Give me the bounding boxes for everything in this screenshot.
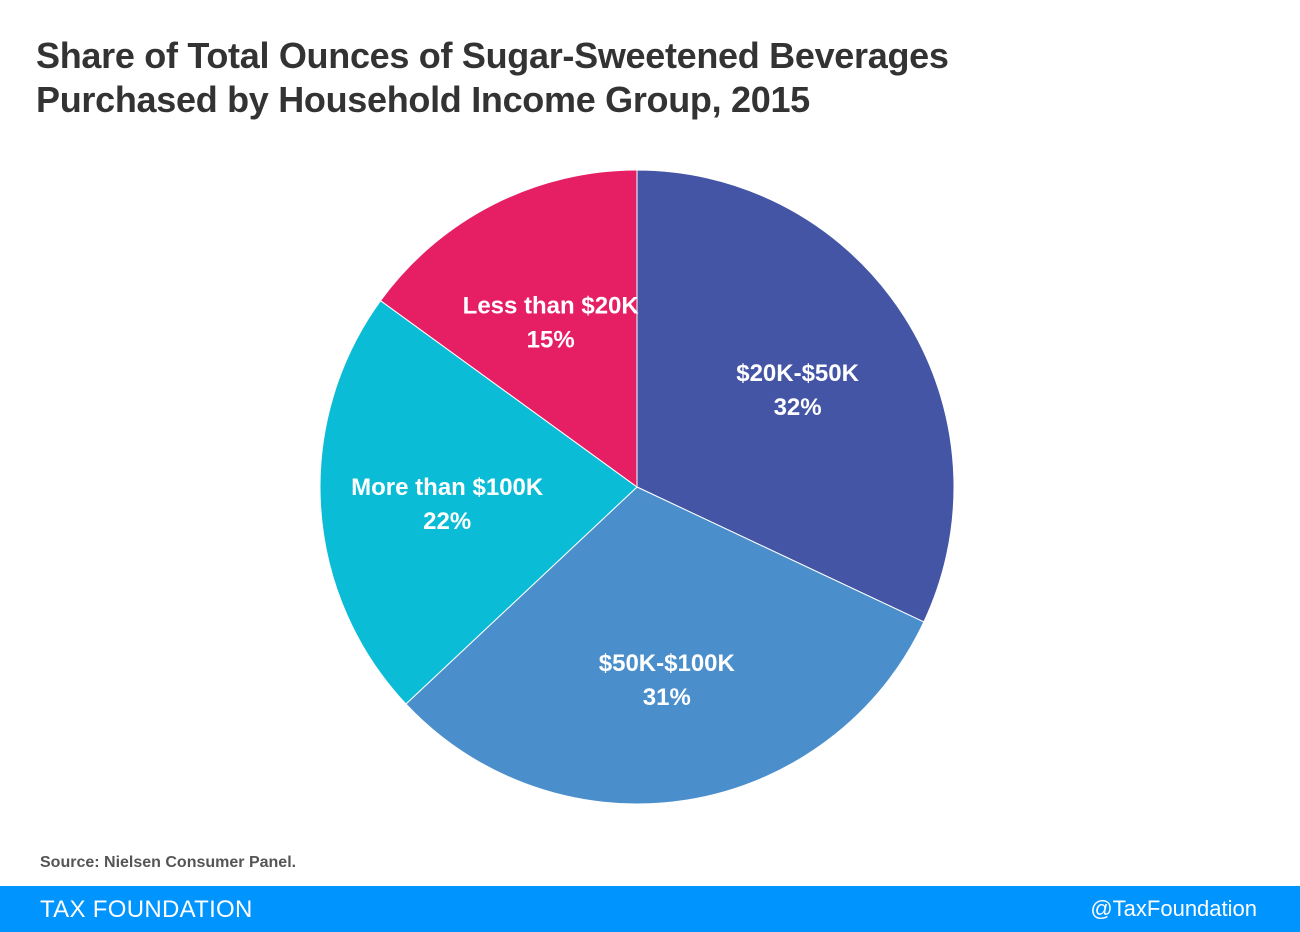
footer-brand: TAX FOUNDATION [40, 896, 253, 923]
slice-category-label: Less than $20K [463, 293, 640, 320]
chart-title-line-2: Purchased by Household Income Group, 201… [36, 79, 810, 120]
slice-value-label: 15% [527, 327, 575, 354]
slice-value-label: 31% [643, 684, 691, 711]
pie-slice-3 [379, 169, 638, 488]
slice-value-label: 22% [423, 508, 471, 535]
slice-category-label: $20K-$50K [736, 360, 859, 387]
pie-slice-0 [636, 169, 955, 623]
chart-title: Share of Total Ounces of Sugar-Sweetened… [36, 34, 1256, 122]
chart-title-line-1: Share of Total Ounces of Sugar-Sweetened… [36, 35, 949, 76]
source-note: Source: Nielsen Consumer Panel. [40, 854, 297, 871]
pie-slice-1 [405, 486, 925, 805]
slice-value-label: 32% [774, 394, 822, 421]
pie-slice-2 [319, 299, 638, 705]
slice-category-label: $50K-$100K [599, 650, 736, 677]
pie-slices [319, 169, 955, 805]
pie-labels: $20K-$50K 32% $50K-$100K 31% More than $100K… [351, 293, 859, 711]
footer-bar: TAX FOUNDATION @TaxFoundation [0, 886, 1300, 932]
slice-category-label: More than $100K [351, 474, 544, 501]
footer-handle: @TaxFoundation [1090, 896, 1257, 921]
